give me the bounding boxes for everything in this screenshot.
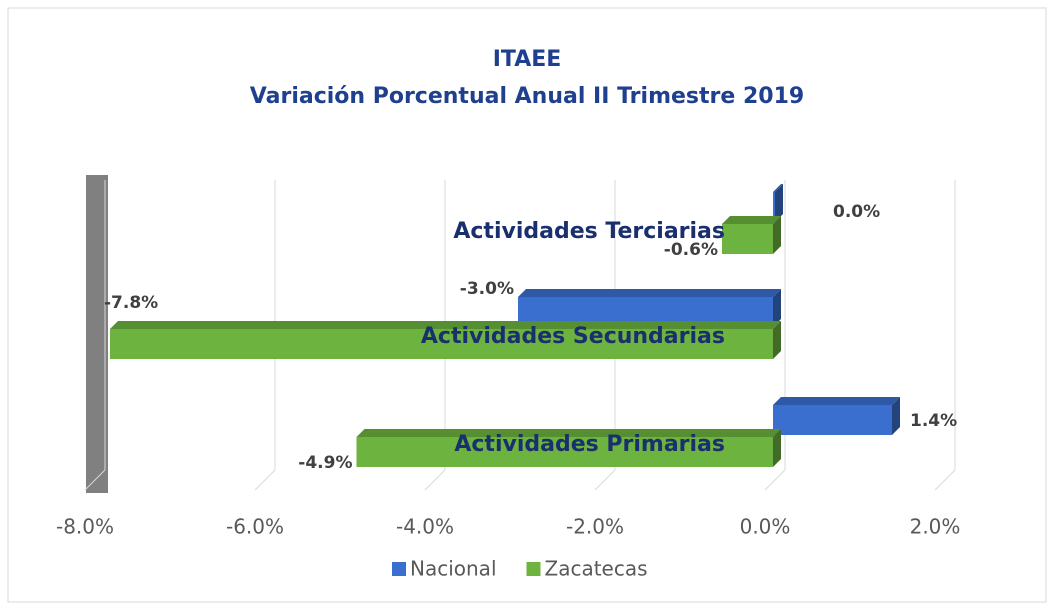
data-label: -7.8%	[104, 293, 158, 313]
data-label: 0.0%	[833, 202, 880, 222]
chart-subtitle: Variación Porcentual Anual II Trimestre …	[250, 84, 804, 109]
x-tick-label: 2.0%	[910, 515, 961, 539]
legend-swatch	[526, 562, 541, 576]
x-tick-label: -8.0%	[56, 515, 114, 539]
bar-top	[722, 216, 781, 224]
bar-side	[773, 216, 781, 254]
bar-top	[773, 397, 900, 405]
grid-line	[594, 469, 616, 491]
grid-line	[84, 469, 106, 491]
grid-line	[424, 469, 446, 491]
bar	[356, 437, 773, 467]
bar-side	[773, 289, 781, 327]
bar-top	[356, 429, 781, 437]
bar	[110, 329, 773, 359]
category-label: Actividades Primarias	[454, 432, 725, 457]
bar-side	[773, 321, 781, 359]
grid-line	[764, 469, 786, 491]
bar-top	[773, 184, 783, 192]
bar-top	[110, 321, 781, 329]
category-label: Actividades Terciarias	[453, 219, 725, 244]
x-tick-label: 0.0%	[740, 515, 791, 539]
bar	[773, 192, 775, 222]
data-label: -3.0%	[460, 279, 514, 299]
bar-side	[773, 429, 781, 467]
legend-label: Zacatecas	[545, 557, 648, 581]
x-tick-label: -4.0%	[396, 515, 454, 539]
grid-line	[934, 469, 956, 491]
bar-top	[518, 289, 781, 297]
data-label: -4.9%	[298, 453, 352, 473]
x-tick-label: -2.0%	[566, 515, 624, 539]
data-label: -0.6%	[664, 240, 718, 260]
bar-side	[775, 184, 783, 222]
category-label: Actividades Secundarias	[421, 324, 725, 349]
legend-swatch	[392, 562, 406, 576]
bar	[773, 405, 892, 435]
legend-label: Nacional	[410, 557, 497, 581]
grid-line	[254, 469, 276, 491]
x-tick-label: -6.0%	[226, 515, 284, 539]
chart-title: ITAEE	[493, 47, 562, 72]
side-wall	[86, 175, 108, 493]
bar	[722, 224, 773, 254]
data-label: 1.4%	[910, 411, 957, 431]
bar-side	[892, 397, 900, 435]
